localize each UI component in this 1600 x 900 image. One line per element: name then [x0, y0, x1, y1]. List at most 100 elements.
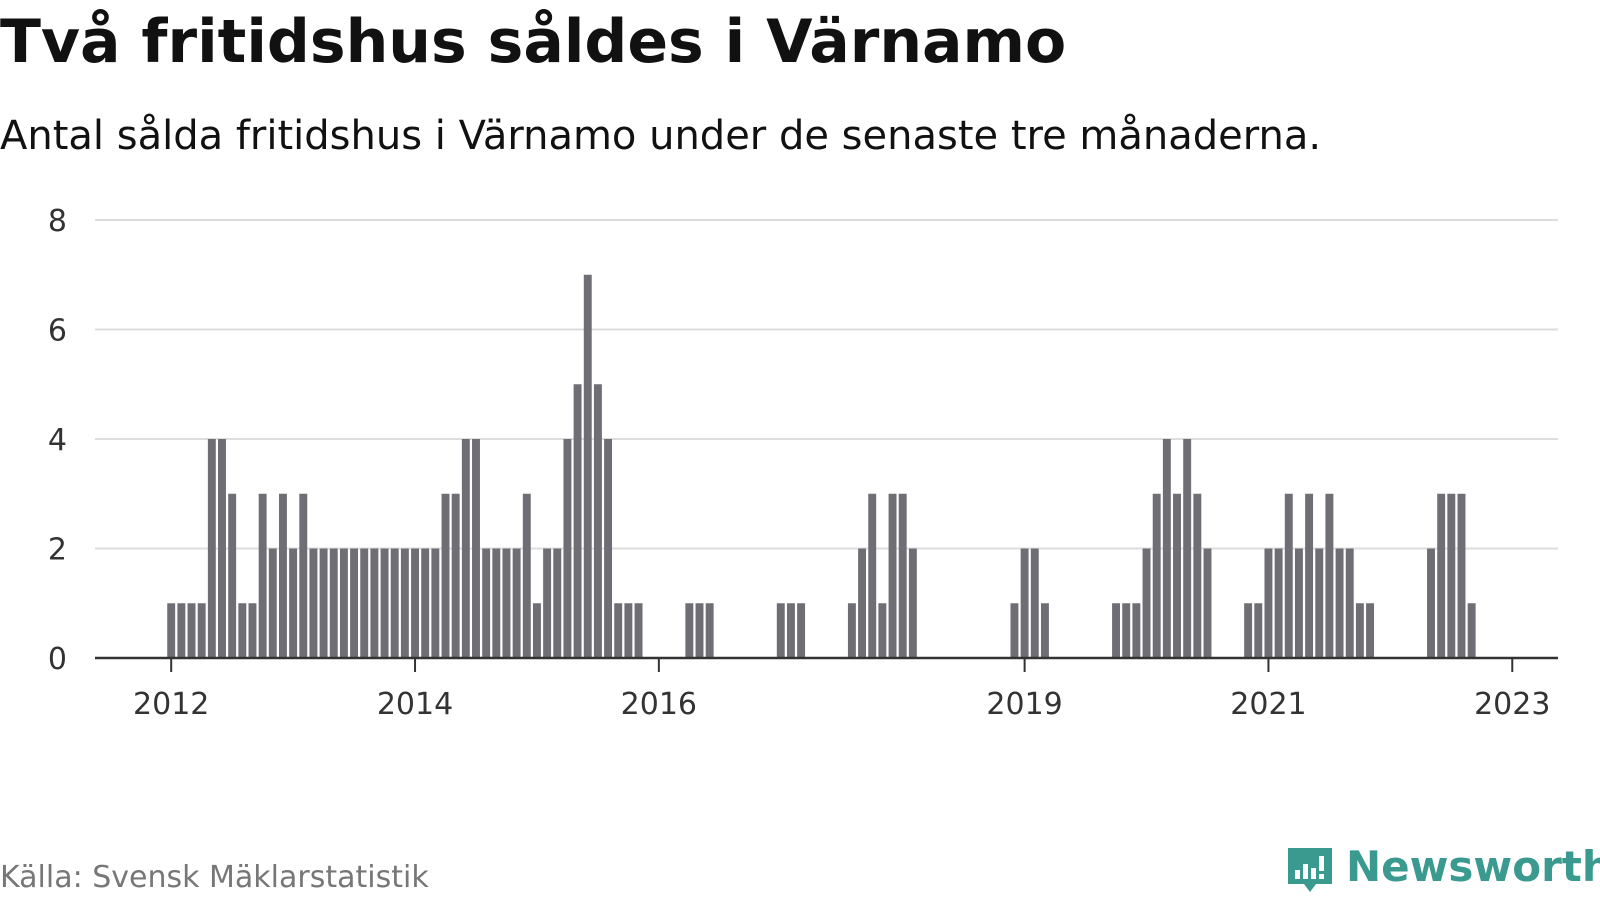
x-tick-label: 2016 [621, 687, 697, 722]
bar [218, 439, 226, 658]
bar [624, 603, 633, 658]
bar [329, 548, 338, 658]
bar [421, 548, 430, 658]
y-tick-label: 6 [48, 314, 67, 349]
bar [1264, 548, 1273, 658]
bar [187, 603, 196, 658]
bar [604, 439, 613, 658]
bar [573, 384, 582, 658]
bar [685, 603, 694, 658]
bar [370, 548, 379, 658]
bar [360, 548, 369, 658]
y-tick-label: 4 [48, 423, 67, 458]
bar [614, 603, 623, 658]
bar [553, 548, 562, 658]
bar [1457, 493, 1466, 658]
bar [1284, 493, 1293, 658]
bar [1040, 603, 1049, 658]
bar [563, 439, 572, 658]
bar [1345, 548, 1354, 658]
bar [786, 603, 795, 658]
bar [1437, 493, 1446, 658]
bar [319, 548, 328, 658]
bar [197, 603, 206, 658]
bar [695, 603, 704, 658]
bar [207, 439, 216, 658]
bar [1315, 548, 1324, 658]
bar [1335, 548, 1344, 658]
bar [847, 603, 856, 658]
bar [1294, 548, 1303, 658]
bar [1203, 548, 1212, 658]
bar [776, 603, 785, 658]
bar [1020, 548, 1029, 658]
bar [583, 274, 592, 658]
x-tick-label: 2023 [1474, 687, 1550, 722]
bar [400, 548, 409, 658]
bar [167, 603, 176, 658]
bar [248, 603, 257, 658]
bar [705, 603, 714, 658]
bar [268, 548, 277, 658]
bar [878, 603, 887, 658]
grid-lines [95, 219, 1558, 550]
bar [289, 548, 298, 658]
bar [1254, 603, 1263, 658]
x-tick-label: 2021 [1230, 687, 1306, 722]
y-tick-label: 0 [48, 642, 67, 677]
bar [1152, 493, 1161, 658]
bar [634, 603, 643, 658]
chart-subtitle: Antal sålda fritidshus i Värnamo under d… [0, 113, 1322, 159]
x-tick-label: 2012 [133, 687, 209, 722]
bar [502, 548, 511, 658]
bar [411, 548, 419, 658]
bar [258, 493, 267, 658]
bar-chart: 0 2 4 6 8 2012 2014 2016 2019 2021 2023 [48, 204, 1558, 722]
bar [797, 603, 806, 658]
x-tick-label: 2014 [377, 687, 453, 722]
brand-name: Newsworthy [1346, 842, 1600, 891]
bar [177, 603, 186, 658]
bar [868, 493, 877, 658]
brand-logo: Newsworthy [1286, 838, 1600, 898]
bar [1447, 493, 1456, 658]
bar [543, 548, 552, 658]
bar [482, 548, 491, 658]
bars [167, 274, 1476, 658]
bar [908, 548, 917, 658]
bar [441, 493, 450, 658]
chart-title: Två fritidshus såldes i Värnamo [0, 7, 1067, 77]
bar [858, 548, 867, 658]
bar [1244, 603, 1253, 658]
bar [1142, 548, 1151, 658]
y-tick-label: 2 [48, 533, 67, 568]
bar [1366, 603, 1375, 658]
bar [512, 548, 521, 658]
bar [1183, 439, 1192, 658]
bar [390, 548, 399, 658]
bar [1355, 603, 1364, 658]
bar [1427, 548, 1435, 658]
bar [228, 493, 237, 658]
bar [238, 603, 247, 658]
y-tick-label: 8 [48, 204, 67, 239]
bar [593, 384, 602, 658]
bar [1305, 493, 1314, 658]
bar [299, 493, 308, 658]
bar [1162, 439, 1171, 658]
x-axis [95, 656, 1558, 672]
bar [1030, 548, 1039, 658]
bar [431, 548, 440, 658]
bar [339, 548, 348, 658]
tick-labels: 0 2 4 6 8 2012 2014 2016 2019 2021 2023 [48, 204, 1551, 722]
source-note: Källa: Svensk Mäklarstatistik [0, 860, 429, 895]
bar [380, 548, 389, 658]
bar [1173, 493, 1181, 658]
bar [461, 439, 470, 658]
bar [522, 493, 531, 658]
bar [532, 603, 541, 658]
bar [472, 439, 480, 658]
bar [1325, 493, 1334, 658]
bar [1122, 603, 1131, 658]
bar [1010, 603, 1019, 658]
